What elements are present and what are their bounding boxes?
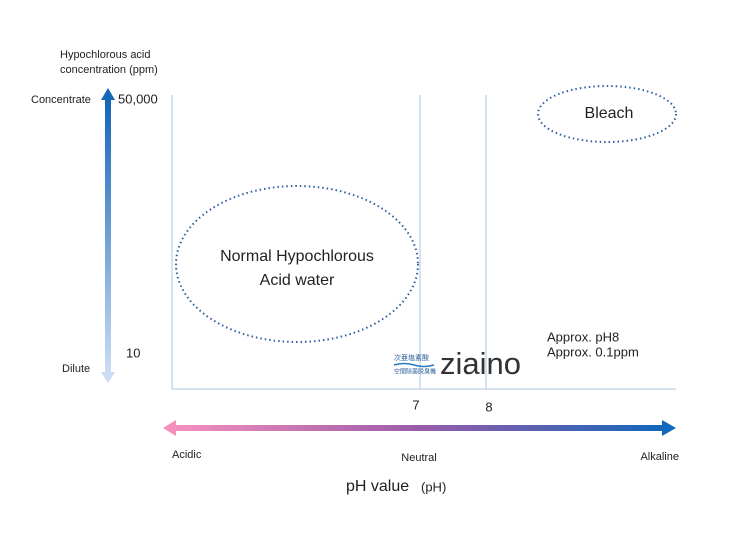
horizontal-arrow [163, 420, 676, 436]
normal-line-1: Normal Hypochlorous [220, 248, 374, 265]
y-title-1: Hypochlorous acid [60, 49, 151, 61]
bottom-value: 10 [126, 345, 140, 360]
note-2: Approx. 0.1ppm [547, 344, 639, 359]
alkaline-label: Alkaline [640, 451, 679, 463]
neutral-label: Neutral [401, 452, 436, 464]
acidic-label: Acidic [172, 449, 202, 461]
tick-7: 7 [412, 397, 419, 412]
logo-small-1: 次亜塩素酸 [394, 353, 429, 362]
axes [171, 95, 676, 390]
top-value: 50,000 [118, 91, 158, 106]
normal-line-2: Acid water [260, 272, 335, 289]
logo: 次亜塩素酸 空間除菌脱臭機 ziaino [393, 346, 521, 381]
logo-small-2: 空間除菌脱臭機 [394, 368, 436, 376]
vertical-arrow [101, 88, 115, 383]
bleach-label: Bleach [585, 105, 634, 122]
tick-8: 8 [485, 399, 492, 414]
y-title-2: concentration (ppm) [60, 64, 158, 76]
normal-ellipse [175, 185, 419, 343]
dilute-label: Dilute [62, 363, 90, 375]
x-unit: (pH) [421, 479, 446, 494]
x-title: pH value [346, 478, 409, 495]
note-1: Approx. pH8 [547, 329, 619, 344]
logo-name: ziaino [440, 346, 521, 381]
concentrate-label: Concentrate [31, 94, 91, 106]
bleach-ellipse [537, 85, 677, 143]
